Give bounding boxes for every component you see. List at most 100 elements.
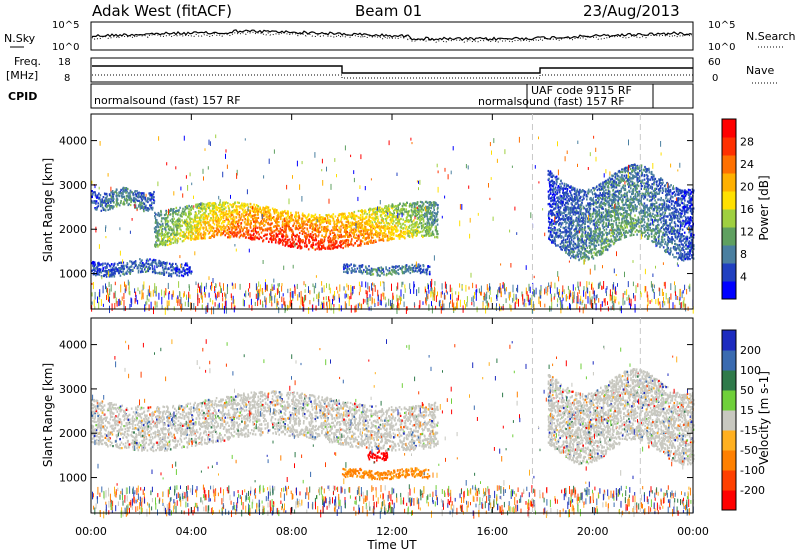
echo-cell [420, 218, 422, 221]
echo-cell [563, 246, 565, 249]
echo-cell [338, 221, 340, 224]
echo-cell [164, 265, 167, 268]
echo-cell [668, 224, 670, 227]
echo-cell [378, 210, 381, 213]
echo-cell [309, 220, 312, 223]
echo-cell [353, 213, 355, 216]
echo-cell [157, 231, 159, 234]
echo-cell [191, 206, 193, 209]
echo-cell [184, 208, 186, 211]
echo-cell [340, 233, 342, 236]
echo-cell [352, 235, 355, 238]
echo-cell [366, 232, 369, 236]
echo-cell [141, 270, 144, 273]
echo-cell [236, 213, 239, 216]
echo-cell [398, 236, 401, 239]
echo-cell [333, 222, 335, 225]
echo-cell [236, 220, 238, 223]
echo-cell [406, 232, 408, 235]
echo-cell [397, 207, 400, 210]
echo-cell [250, 222, 252, 225]
echo-cell [149, 205, 152, 208]
echo-cell [372, 218, 375, 221]
echo-cell [342, 239, 344, 242]
echo-cell [429, 203, 432, 206]
echo-cell [385, 235, 387, 238]
echo-cell [390, 220, 392, 223]
echo-cell [419, 220, 421, 223]
echo-cell [166, 261, 168, 264]
echo-cell [324, 226, 326, 229]
echo-cell [99, 199, 102, 202]
echo-cell [352, 229, 355, 232]
echo-cell [190, 212, 192, 216]
echo-cell [288, 228, 291, 231]
echo-cell [176, 266, 179, 269]
echo-cell [106, 206, 108, 209]
echo-cell [689, 189, 691, 192]
echo-cell [353, 217, 355, 221]
echo-cell [425, 213, 427, 216]
echo-cell [344, 223, 347, 227]
echo-cell [399, 235, 402, 238]
echo-cell [605, 241, 608, 244]
echo-cell [93, 261, 96, 264]
echo-cell [550, 200, 552, 203]
echo-cell [361, 210, 363, 213]
echo-cell [547, 169, 550, 173]
echo-cell [375, 270, 378, 273]
echo-cell [368, 240, 370, 243]
echo-cell [348, 231, 351, 235]
echo-cell [424, 212, 426, 215]
echo-cell [236, 209, 238, 212]
echo-cell [110, 201, 112, 204]
echo-cell [302, 220, 305, 223]
echo-cell [426, 273, 428, 276]
echo-cell [316, 230, 319, 233]
echo-cell [347, 222, 350, 225]
echo-cell [172, 220, 174, 223]
echo-cell [355, 214, 358, 217]
echo-cell [162, 268, 165, 271]
echo-cell [151, 195, 154, 198]
echo-cell [248, 209, 251, 212]
echo-cell [394, 265, 396, 269]
echo-cell [194, 229, 196, 232]
echo-cell [310, 235, 312, 238]
echo-cell [133, 261, 135, 264]
echo-cell [353, 216, 355, 219]
echo-cell [269, 213, 272, 216]
echo-cell [184, 237, 187, 240]
echo-cell [183, 220, 186, 224]
echo-cell [376, 211, 378, 214]
echo-cell [396, 222, 398, 225]
echo-cell [368, 211, 370, 214]
echo-cell [361, 218, 364, 221]
echo-cell [244, 233, 246, 236]
echo-cell [123, 264, 125, 267]
echo-cell [397, 272, 400, 276]
echo-cell [186, 226, 188, 229]
echo-cell [143, 268, 146, 271]
echo-cell [131, 199, 134, 202]
echo-cell [429, 223, 431, 226]
echo-cell [372, 216, 374, 219]
echo-cell [359, 222, 361, 225]
echo-cell [403, 272, 406, 275]
echo-cell [414, 231, 417, 234]
echo-cell [309, 235, 311, 238]
echo-cell [308, 224, 311, 227]
echo-cell [338, 226, 340, 229]
echo-cell [323, 229, 325, 233]
echo-cell [401, 265, 404, 268]
echo-cell [277, 224, 279, 227]
echo-cell [299, 241, 301, 244]
echo-cell [370, 270, 373, 273]
echo-cell [286, 218, 288, 221]
echo-cell [675, 256, 677, 259]
echo-cell [401, 272, 404, 275]
echo-cell [300, 225, 303, 228]
echo-cell [100, 263, 102, 266]
echo-cell [310, 214, 313, 217]
echo-cell [113, 268, 116, 272]
